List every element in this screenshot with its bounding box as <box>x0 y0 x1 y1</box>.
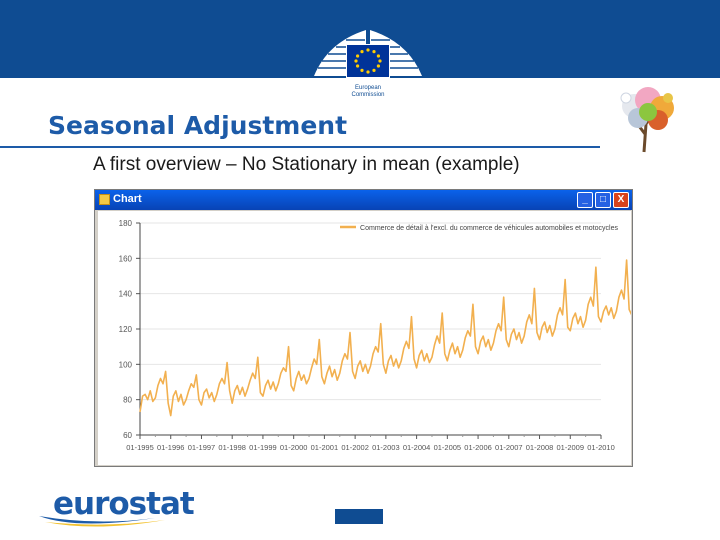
y-tick-label: 120 <box>119 325 133 334</box>
x-tick-label: 01-1995 <box>126 443 154 452</box>
y-tick-label: 80 <box>123 396 132 405</box>
y-tick-label: 160 <box>119 254 133 263</box>
seasons-tree-image <box>612 84 680 154</box>
series-line <box>139 236 697 417</box>
chart-window[interactable]: Chart _ □ X 60 80 100 120 140 160 180 01-1995 01… <box>94 189 697 467</box>
eurostat-logo: eurostat <box>37 478 195 528</box>
y-tick-label: 60 <box>123 431 132 440</box>
close-button[interactable]: X <box>613 192 629 208</box>
x-tick-label: 01-2007 <box>495 443 523 452</box>
x-tick-label: 01-2006 <box>464 443 492 452</box>
slide-title: Seasonal Adjustment <box>48 111 348 140</box>
x-tick-label: 01-2005 <box>434 443 462 452</box>
x-tick-label: 01-1999 <box>249 443 277 452</box>
x-tick-label: 01-2010 <box>587 443 615 452</box>
ec-logo-caption: European Commission <box>338 82 398 110</box>
y-tick-label: 140 <box>119 290 133 299</box>
x-tick-label: 01-2000 <box>280 443 308 452</box>
x-tick-label: 01-2003 <box>372 443 400 452</box>
maximize-button[interactable]: □ <box>595 192 611 208</box>
line-chart: 60 80 100 120 140 160 180 01-1995 01-1996 01-1997… <box>119 219 697 452</box>
footer-blue-block <box>335 509 383 524</box>
x-tick-label: 01-1996 <box>157 443 185 452</box>
y-tick-label: 180 <box>119 219 133 228</box>
x-tick-label: 01-2002 <box>341 443 369 452</box>
x-tick-label: 01-2001 <box>311 443 339 452</box>
x-tick-label: 01-1998 <box>218 443 246 452</box>
eurostat-swoosh-icon <box>39 516 165 527</box>
y-tick-label: 100 <box>119 360 133 369</box>
slide-subtitle: A first overview – No Stationary in mean… <box>93 154 520 175</box>
x-tick-label: 01-2009 <box>557 443 585 452</box>
window-titlebar[interactable]: Chart _ □ X <box>95 190 632 210</box>
chart-window-icon <box>99 194 110 205</box>
eurostat-logo-text: eurostat <box>53 486 195 522</box>
legend-label: Commerce de détail à l'excl. du commerce… <box>360 225 618 232</box>
ec-caption-line1: European <box>354 85 382 91</box>
european-commission-logo: European Commission <box>308 18 428 110</box>
minimize-button[interactable]: _ <box>577 192 593 208</box>
x-tick-label: 01-2008 <box>526 443 554 452</box>
x-tick-label: 01-2004 <box>403 443 431 452</box>
eu-flag-icon <box>346 44 390 78</box>
title-divider <box>0 146 600 148</box>
window-title: Chart <box>113 193 142 205</box>
chart-area: 60 80 100 120 140 160 180 01-1995 01-1996 01-1997… <box>98 211 697 465</box>
x-tick-label: 01-1997 <box>188 443 216 452</box>
ec-caption-line2: Commission <box>351 92 385 98</box>
